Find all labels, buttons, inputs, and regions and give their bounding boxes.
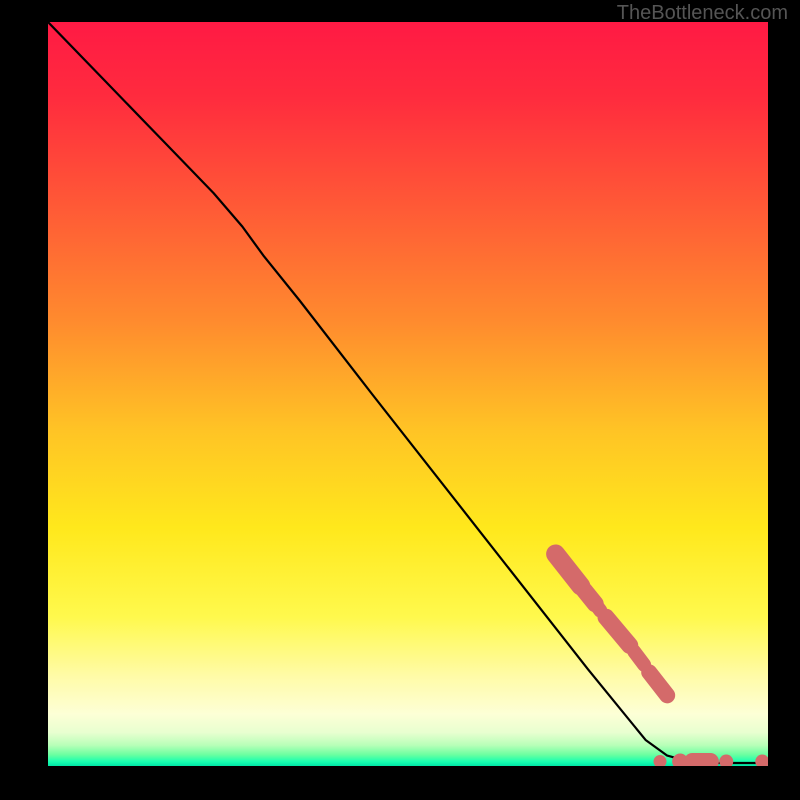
watermark-text: TheBottleneck.com	[617, 2, 788, 25]
chart-plot-area	[48, 22, 768, 766]
chart-svg	[48, 22, 768, 766]
